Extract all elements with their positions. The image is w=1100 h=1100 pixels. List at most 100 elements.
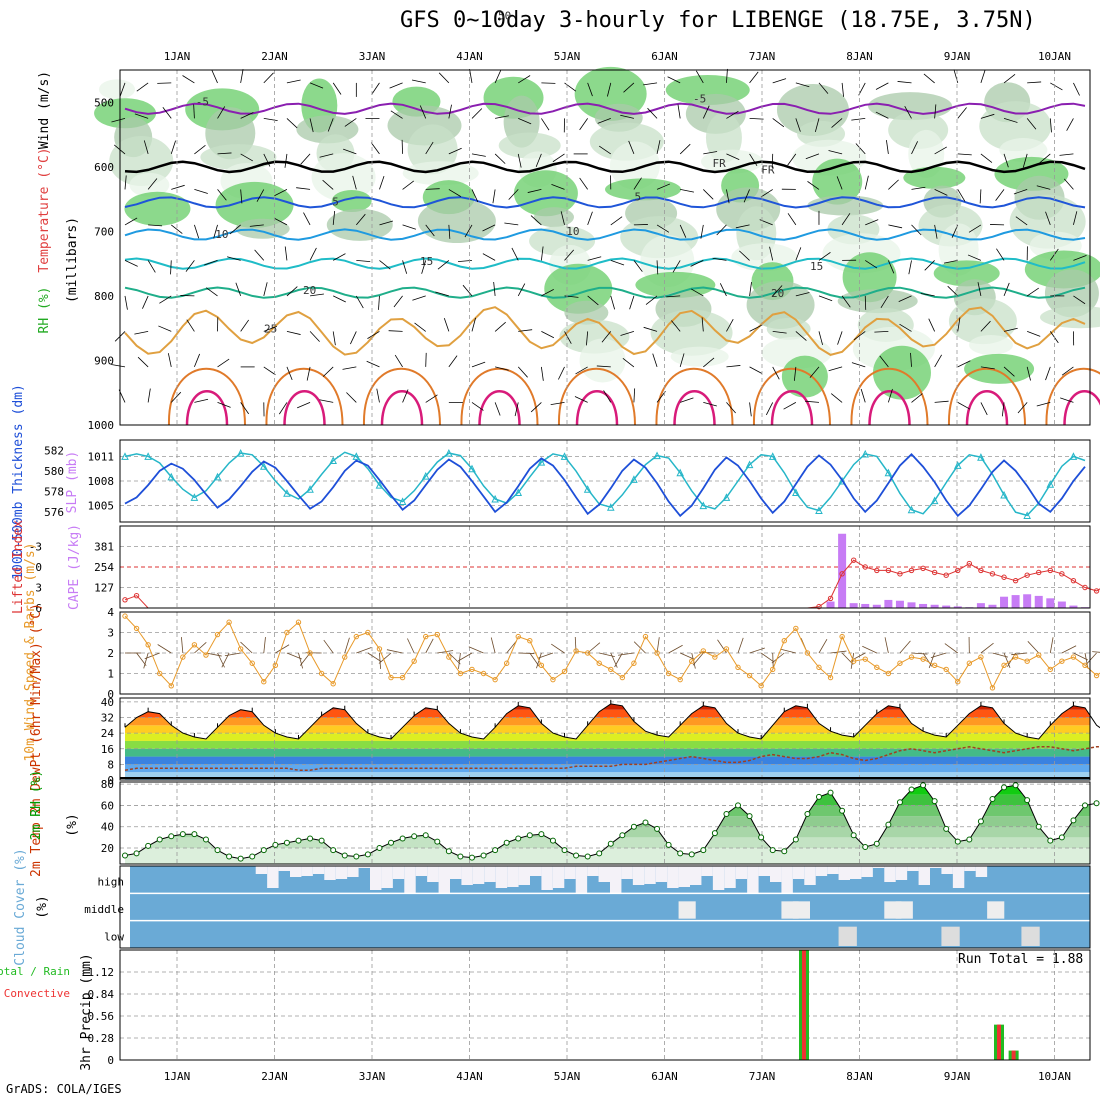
panel-frame	[119, 611, 1091, 695]
rh-marker	[711, 830, 718, 837]
wind-marker	[654, 650, 660, 656]
y-tick-label: 16	[101, 743, 114, 756]
rh-marker	[908, 786, 915, 793]
wind-barb	[194, 189, 208, 194]
cloud-high-cell	[644, 866, 656, 884]
slp-marker	[468, 464, 476, 473]
cloud-high-cell	[781, 866, 793, 894]
wind-barb	[904, 105, 912, 119]
y-tick-right: 1011	[88, 450, 115, 463]
wind-marker	[700, 648, 707, 654]
tick-label: 1JAN	[164, 50, 191, 63]
wind-barb	[726, 402, 736, 414]
wind-barb	[680, 652, 695, 660]
lifted-marker	[850, 557, 857, 563]
wind-barb	[134, 331, 149, 335]
wind-barb	[124, 217, 138, 226]
cloud-high-cell	[358, 866, 370, 868]
wind-barb	[471, 317, 476, 332]
wind-barb	[652, 353, 658, 368]
rh-marker	[515, 835, 522, 842]
wind-barb	[772, 331, 787, 334]
wind-barb	[370, 142, 380, 155]
wind-barb	[702, 105, 710, 119]
ylabel-rh: RH (%)	[37, 287, 52, 334]
wind-barb	[805, 153, 820, 160]
isotherm-label: 20	[303, 284, 316, 297]
wind-barb	[677, 104, 681, 119]
panel-lifted-cape: -3 0 3 6 381 254 127 Lifted Index CAPE (J/kg)	[11, 520, 1100, 615]
rh-shading	[215, 181, 294, 228]
cloud-high-cell	[278, 866, 290, 871]
rh-marker	[827, 789, 834, 796]
wind-marker	[284, 629, 290, 636]
slp-marker	[1046, 480, 1055, 488]
wind-barb	[888, 179, 899, 190]
wind-marker	[423, 633, 429, 640]
ylabel-precip: 3hr Precip (mm)	[79, 953, 94, 1070]
cloud-high-cell	[792, 866, 805, 879]
slp-line	[124, 451, 1086, 517]
cloud-high-cell	[598, 866, 610, 882]
wind-marker	[342, 654, 348, 660]
wind-barb	[884, 637, 889, 654]
slp-marker	[421, 471, 430, 480]
wind-marker	[874, 664, 880, 671]
rh-marker	[735, 802, 742, 809]
lifted-marker	[943, 572, 949, 578]
slp-marker	[259, 462, 268, 470]
temp-band	[125, 772, 1090, 780]
wind-marker	[156, 670, 163, 677]
wind-marker	[978, 654, 984, 660]
lifted-marker	[897, 571, 903, 577]
tick-label: 6JAN	[651, 1070, 678, 1083]
wind-barb	[1003, 118, 1018, 123]
lifted-marker	[885, 567, 892, 574]
tick-label: 8JAN	[846, 1070, 873, 1083]
wind-marker	[550, 676, 556, 683]
wind-barb	[928, 318, 936, 332]
wind-barb	[448, 189, 462, 197]
wind-marker	[492, 676, 498, 683]
wind-barb	[920, 293, 935, 297]
tick-label: 2JAN	[261, 50, 288, 63]
rh-marker	[480, 852, 487, 859]
wind-marker	[850, 658, 857, 664]
wind-barb	[924, 260, 935, 271]
slp-marker	[236, 449, 245, 457]
wind-barb	[968, 224, 982, 233]
rh-shading	[903, 166, 966, 189]
slp-marker	[375, 480, 384, 489]
cloud-high-cell	[610, 866, 622, 894]
wind-marker	[295, 619, 302, 625]
slp-marker	[445, 449, 453, 457]
wind-marker	[226, 619, 232, 625]
wind-barb	[494, 321, 506, 332]
wind-barb	[656, 140, 661, 154]
slp-marker	[121, 452, 129, 460]
rh-marker	[1058, 834, 1065, 841]
y-tick-right: 127	[94, 582, 114, 595]
rh-marker	[492, 847, 499, 854]
wind-barb	[1073, 295, 1086, 305]
wind-barb	[494, 153, 506, 164]
rh-shading	[948, 298, 1017, 345]
wind-barb	[1036, 402, 1051, 407]
wind-barb	[679, 224, 687, 238]
wind-marker	[133, 625, 140, 632]
wind-barb	[772, 118, 785, 128]
cloud-high-cell	[495, 866, 508, 888]
wind-barb	[957, 189, 966, 202]
cloud-high-cell	[895, 866, 908, 880]
wind-barb	[333, 295, 346, 303]
slp-marker	[560, 452, 569, 460]
wind-barb	[851, 118, 866, 121]
wind-barb	[1045, 366, 1051, 381]
wind-marker	[955, 679, 961, 685]
cloud-high-cell	[552, 866, 565, 888]
wind-barb	[743, 189, 750, 203]
wind-barb	[830, 393, 843, 403]
wind-barb	[492, 189, 496, 204]
y-tick-label: 40	[101, 696, 114, 709]
cloud-high-cell	[758, 866, 770, 876]
